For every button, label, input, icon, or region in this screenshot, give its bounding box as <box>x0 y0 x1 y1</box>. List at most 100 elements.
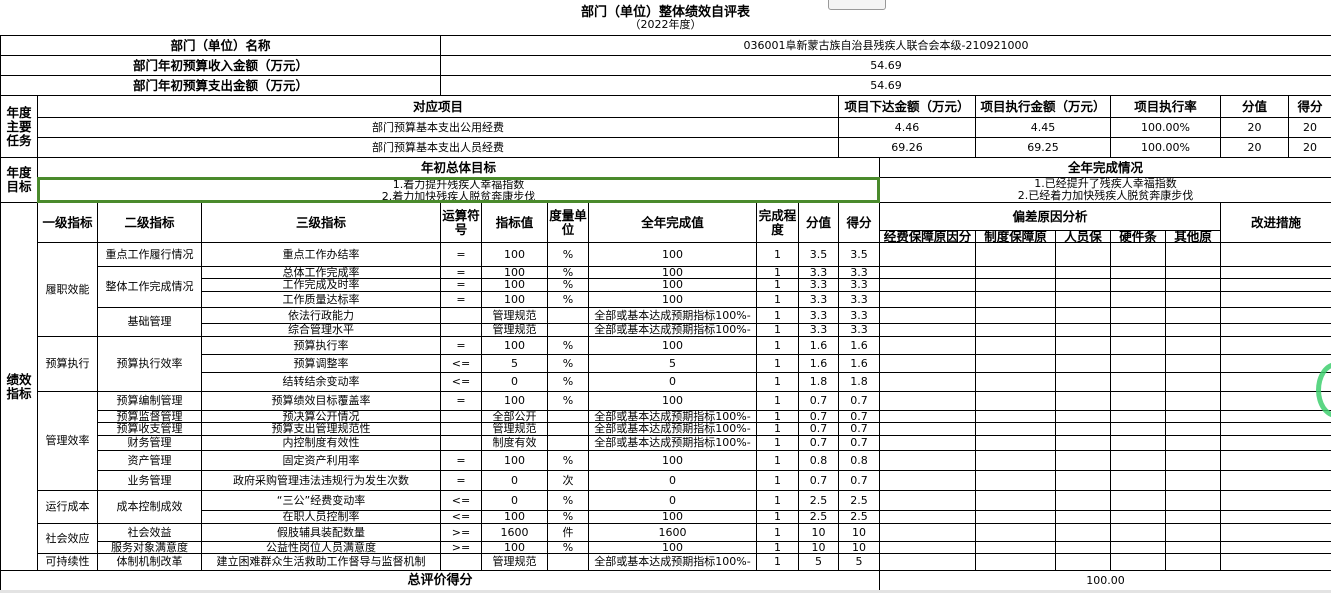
deviation-cell[interactable] <box>975 391 1056 411</box>
target-value-cell[interactable]: 制度有效 <box>481 435 548 451</box>
deviation-cell[interactable] <box>1110 372 1166 392</box>
task-cell[interactable]: 69.25 <box>975 137 1111 158</box>
deviation-cell[interactable] <box>1055 307 1111 324</box>
improvement-cell[interactable] <box>1220 354 1331 373</box>
deviation-cell[interactable] <box>1110 354 1166 373</box>
operator-cell[interactable] <box>440 323 482 337</box>
score-value-cell[interactable]: 3.3 <box>798 323 839 337</box>
actual-value-cell[interactable]: 0 <box>588 490 757 511</box>
deviation-cell[interactable] <box>975 323 1056 337</box>
improvement-cell[interactable] <box>1220 291 1331 308</box>
task-cell[interactable]: 100.00% <box>1110 137 1221 158</box>
expense-cell[interactable]: 54.69 <box>440 75 1331 96</box>
operator-cell[interactable]: = <box>440 391 482 411</box>
unit-cell[interactable]: % <box>547 372 589 392</box>
deviation-cell[interactable] <box>1165 242 1221 267</box>
actual-value-cell[interactable]: 100 <box>588 510 757 524</box>
initial-goal-cell[interactable]: 1.着力提升残疾人幸福指数 2.着力加快残疾人脱贫奔康步伐 <box>37 177 880 203</box>
completion-degree-cell[interactable]: 1 <box>756 242 799 267</box>
operator-cell[interactable]: <= <box>440 354 482 373</box>
deviation-cell[interactable] <box>975 336 1056 355</box>
operator-cell[interactable] <box>440 307 482 324</box>
deviation-cell[interactable] <box>1165 278 1221 292</box>
improvement-cell[interactable] <box>1220 422 1331 436</box>
completion-degree-cell[interactable]: 1 <box>756 490 799 511</box>
operator-cell[interactable]: >= <box>440 523 482 542</box>
task-cell[interactable]: 部门预算基本支出人员经费 <box>37 137 839 158</box>
deviation-cell[interactable] <box>1165 490 1221 511</box>
deviation-cell[interactable] <box>879 242 976 267</box>
target-value-cell[interactable]: 100 <box>481 510 548 524</box>
score-value-cell[interactable]: 10 <box>798 523 839 542</box>
unit-cell[interactable]: 次 <box>547 470 589 491</box>
deviation-cell[interactable] <box>879 307 976 324</box>
completion-degree-cell[interactable]: 1 <box>756 354 799 373</box>
deviation-cell[interactable] <box>1165 470 1221 491</box>
deviation-cell[interactable] <box>1055 450 1111 471</box>
score-value-cell[interactable]: 0.7 <box>798 435 839 451</box>
unit-cell[interactable]: % <box>547 336 589 355</box>
deviation-cell[interactable] <box>1055 291 1111 308</box>
target-value-cell[interactable]: 100 <box>481 336 548 355</box>
unit-cell[interactable] <box>547 323 589 337</box>
deviation-cell[interactable] <box>1110 291 1166 308</box>
deviation-cell[interactable] <box>879 490 976 511</box>
actual-value-cell[interactable]: 全部或基本达成预期指标100%- <box>588 307 757 324</box>
target-value-cell[interactable]: 100 <box>481 278 548 292</box>
deviation-cell[interactable] <box>1110 307 1166 324</box>
score-cell[interactable]: 3.3 <box>838 323 880 337</box>
score-value-cell[interactable]: 0.7 <box>798 391 839 411</box>
deviation-cell[interactable] <box>1055 323 1111 337</box>
deviation-cell[interactable] <box>1055 278 1111 292</box>
score-value-cell[interactable]: 3.3 <box>798 291 839 308</box>
deviation-cell[interactable] <box>1055 490 1111 511</box>
task-cell[interactable]: 20 <box>1220 117 1289 138</box>
completion-degree-cell[interactable]: 1 <box>756 422 799 436</box>
score-cell[interactable]: 0.7 <box>838 422 880 436</box>
unit-cell[interactable] <box>547 307 589 324</box>
deviation-cell[interactable] <box>1110 336 1166 355</box>
unit-cell[interactable]: % <box>547 242 589 267</box>
task-cell[interactable]: 20 <box>1220 137 1289 158</box>
improvement-cell[interactable] <box>1220 553 1331 571</box>
score-value-cell[interactable]: 0.8 <box>798 450 839 471</box>
score-cell[interactable]: 3.3 <box>838 278 880 292</box>
actual-value-cell[interactable]: 100 <box>588 242 757 267</box>
deviation-cell[interactable] <box>1165 553 1221 571</box>
unit-cell[interactable]: % <box>547 490 589 511</box>
actual-value-cell[interactable]: 全部或基本达成预期指标100%- <box>588 553 757 571</box>
score-value-cell[interactable]: 3.3 <box>798 278 839 292</box>
score-cell[interactable]: 1.6 <box>838 336 880 355</box>
deviation-cell[interactable] <box>1110 510 1166 524</box>
deviation-cell[interactable] <box>1055 336 1111 355</box>
deviation-cell[interactable] <box>879 291 976 308</box>
deviation-cell[interactable] <box>879 278 976 292</box>
deviation-cell[interactable] <box>975 242 1056 267</box>
deviation-cell[interactable] <box>879 391 976 411</box>
deviation-cell[interactable] <box>1165 391 1221 411</box>
unit-cell[interactable]: % <box>547 291 589 308</box>
operator-cell[interactable]: = <box>440 278 482 292</box>
unit-cell[interactable]: % <box>547 278 589 292</box>
task-cell[interactable]: 20 <box>1288 117 1331 138</box>
actual-value-cell[interactable]: 1600 <box>588 523 757 542</box>
unit-cell[interactable]: % <box>547 450 589 471</box>
deviation-cell[interactable] <box>879 323 976 337</box>
score-cell[interactable]: 0.7 <box>838 391 880 411</box>
deviation-cell[interactable] <box>879 450 976 471</box>
deviation-cell[interactable] <box>1110 278 1166 292</box>
score-cell[interactable]: 2.5 <box>838 510 880 524</box>
target-value-cell[interactable]: 0 <box>481 372 548 392</box>
deviation-cell[interactable] <box>975 553 1056 571</box>
target-value-cell[interactable]: 100 <box>481 450 548 471</box>
completion-degree-cell[interactable]: 1 <box>756 435 799 451</box>
deviation-cell[interactable] <box>1110 490 1166 511</box>
deviation-cell[interactable] <box>1165 435 1221 451</box>
improvement-cell[interactable] <box>1220 307 1331 324</box>
actual-value-cell[interactable]: 全部或基本达成预期指标100%- <box>588 435 757 451</box>
operator-cell[interactable] <box>440 435 482 451</box>
deviation-cell[interactable] <box>1055 422 1111 436</box>
score-cell[interactable]: 3.5 <box>838 242 880 267</box>
deviation-cell[interactable] <box>975 450 1056 471</box>
deviation-cell[interactable] <box>1055 435 1111 451</box>
